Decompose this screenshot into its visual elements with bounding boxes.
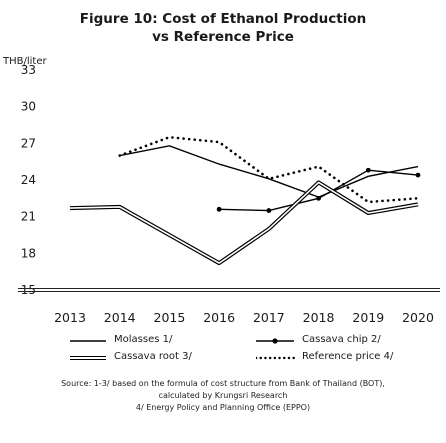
legend-swatch-molasses xyxy=(70,340,106,342)
source-line-2: calculated by Krungsri Research xyxy=(158,391,288,400)
legend-label-molasses: Molasses 1/ xyxy=(114,334,173,345)
source-line-3: 4/ Energy Policy and Planning Office (EP… xyxy=(135,403,311,412)
legend-item-molasses: Molasses 1/ xyxy=(70,334,190,348)
legend-item-cassava-root: Cassava root 3/ xyxy=(70,351,210,365)
source-note: Source: 1-3/ based on the formula of cos… xyxy=(0,378,446,414)
chart-title-line-2: vs Reference Price xyxy=(152,29,294,45)
data-point-cassava-chip-2 xyxy=(316,195,321,201)
x-tick-label: 2015 xyxy=(154,310,186,325)
legend-label-reference-price: Reference price 4/ xyxy=(302,351,394,362)
chart-title-line-1: Figure 10: Cost of Ethanol Production xyxy=(79,11,367,27)
data-point-cassava-chip-2 xyxy=(266,208,272,213)
y-tick-label: 30 xyxy=(21,100,36,114)
x-tick-label: 2017 xyxy=(253,310,285,325)
x-tick-label: 2020 xyxy=(402,310,434,325)
legend-item-cassava-chip: Cassava chip 2/ xyxy=(256,334,396,348)
x-tick-label: 2016 xyxy=(203,310,235,325)
line-chart: 33 30 27 24 21 18 15 2013 2014 2015 2016 2017 2018 20… xyxy=(18,63,440,325)
data-point-cassava-chip-2 xyxy=(216,206,222,212)
y-tick-label: 18 xyxy=(21,246,36,260)
y-tick-label: 24 xyxy=(21,173,36,187)
series-line-cassava-root-3 xyxy=(69,180,419,266)
chart-title: Figure 10: Cost of Ethanol Production vs… xyxy=(0,10,446,46)
x-tick-label: 2018 xyxy=(303,310,335,325)
y-tick-label: 27 xyxy=(21,136,36,150)
legend-label-cassava-root: Cassava root 3/ xyxy=(114,351,192,362)
y-tick-label: 33 xyxy=(21,63,36,77)
x-tick-label: 2013 xyxy=(54,310,86,325)
legend-swatch-cassava-chip xyxy=(256,338,294,344)
legend-swatch-reference-price xyxy=(256,356,296,360)
x-tick-label: 2019 xyxy=(352,310,384,325)
x-tick-label: 2014 xyxy=(104,310,136,325)
y-tick-label: 21 xyxy=(21,210,36,224)
legend-label-cassava-chip: Cassava chip 2/ xyxy=(302,334,381,345)
data-point-cassava-chip-2 xyxy=(365,167,371,173)
source-line-1: Source: 1-3/ based on the formula of cos… xyxy=(61,379,385,388)
data-point-cassava-chip-2 xyxy=(415,172,421,178)
series-line-inner-cassava-root-3 xyxy=(69,181,419,264)
y-tick-label: 15 xyxy=(21,283,36,297)
legend-item-reference-price: Reference price 4/ xyxy=(256,351,416,365)
legend-swatch-cassava-root xyxy=(70,356,106,360)
series-line-cassava-chip-2 xyxy=(219,169,419,212)
series-line-molasses-1 xyxy=(119,145,419,198)
y-axis-unit-label: THB/liter xyxy=(3,56,47,67)
